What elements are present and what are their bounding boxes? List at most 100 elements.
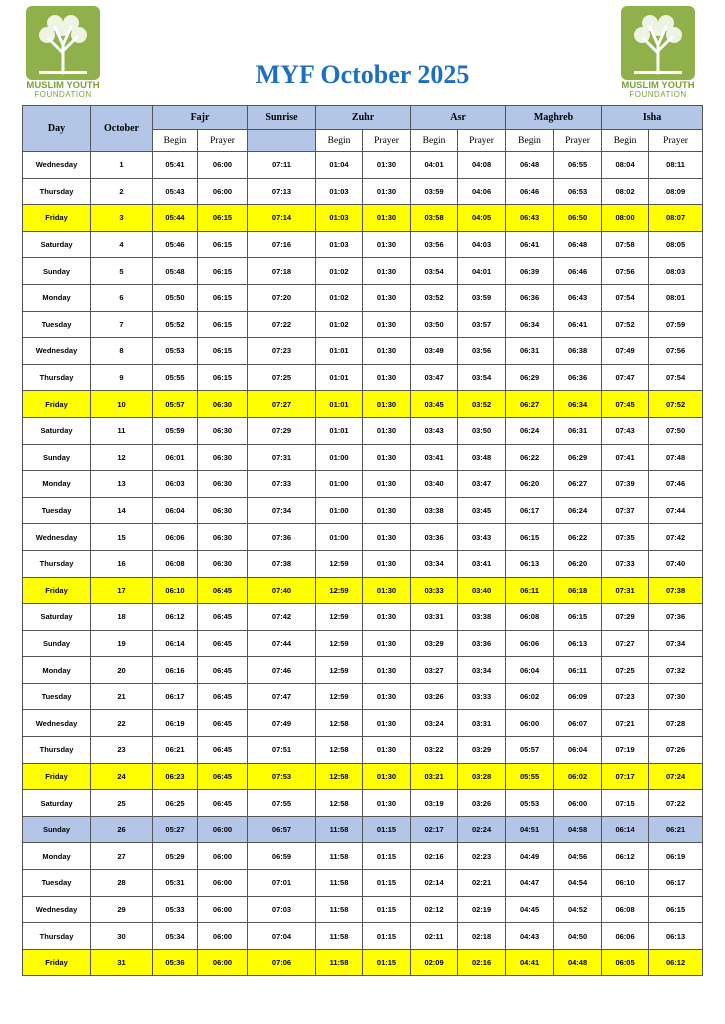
time-cell: 07:38 bbox=[247, 549, 317, 578]
time-cell: 05:46 bbox=[152, 230, 198, 259]
time-cell: 05:59 bbox=[152, 416, 198, 445]
table-row: Wednesday 29 05:33 06:00 07:03 11:58 01:15 02:1… bbox=[22, 895, 704, 924]
time-cell: 06:12 bbox=[601, 842, 650, 871]
time-cell: 07:58 bbox=[601, 230, 650, 259]
time-cell: 04:56 bbox=[553, 842, 603, 871]
day-cell: Saturday bbox=[22, 789, 91, 817]
time-cell: 03:43 bbox=[410, 416, 459, 445]
time-cell: 02:23 bbox=[457, 842, 507, 871]
time-cell: 04:48 bbox=[553, 948, 603, 977]
time-cell: 03:59 bbox=[410, 177, 459, 206]
time-cell: 06:21 bbox=[152, 736, 198, 764]
time-cell: 07:33 bbox=[247, 470, 317, 498]
time-cell: 05:48 bbox=[152, 257, 198, 285]
day-cell: Monday bbox=[22, 842, 91, 871]
time-cell: 02:21 bbox=[457, 869, 507, 897]
day-cell: Thursday bbox=[22, 549, 91, 578]
time-cell: 06:55 bbox=[553, 151, 603, 179]
date-cell: 18 bbox=[90, 603, 153, 631]
time-cell: 02:17 bbox=[410, 815, 459, 844]
time-cell: 01:01 bbox=[315, 390, 364, 418]
time-cell: 06:24 bbox=[553, 496, 603, 525]
time-cell: 07:46 bbox=[247, 656, 317, 684]
time-cell: 07:23 bbox=[247, 337, 317, 365]
day-cell: Monday bbox=[22, 656, 91, 684]
day-cell: Friday bbox=[22, 576, 91, 605]
time-cell: 06:24 bbox=[505, 416, 555, 445]
table-row: Saturday 11 05:59 06:30 07:29 01:01 01:30 03:43… bbox=[22, 416, 704, 445]
date-cell: 16 bbox=[90, 549, 153, 578]
time-cell: 03:38 bbox=[457, 603, 507, 631]
date-cell: 21 bbox=[90, 682, 153, 711]
day-cell: Sunday bbox=[22, 815, 91, 844]
time-cell: 07:21 bbox=[601, 709, 650, 738]
table-row: Saturday 4 05:46 06:15 07:16 01:03 01:30 03:56 0… bbox=[22, 230, 704, 259]
table-row: Tuesday 21 06:17 06:45 07:47 12:59 01:30 03:26 0… bbox=[22, 682, 704, 711]
table-row: Sunday 19 06:14 06:45 07:44 12:59 01:30 03:29 03… bbox=[22, 629, 704, 658]
time-cell: 06:21 bbox=[648, 815, 704, 844]
table-row: Thursday 2 05:43 06:00 07:13 01:03 01:30 03:59 0… bbox=[22, 177, 704, 206]
time-cell: 06:30 bbox=[196, 443, 249, 472]
time-cell: 06:12 bbox=[152, 603, 198, 631]
time-cell: 03:26 bbox=[457, 789, 507, 817]
date-cell: 5 bbox=[90, 257, 153, 285]
table-row: Wednesday 1 05:41 06:00 07:11 01:04 01:30 04:01… bbox=[22, 151, 704, 179]
time-cell: 04:05 bbox=[457, 204, 507, 232]
time-cell: 03:56 bbox=[457, 337, 507, 365]
time-cell: 03:22 bbox=[410, 736, 459, 764]
date-cell: 20 bbox=[90, 656, 153, 684]
time-cell: 03:36 bbox=[457, 629, 507, 658]
sub-header: Prayer bbox=[457, 129, 507, 152]
time-cell: 06:39 bbox=[505, 257, 555, 285]
table-row: Tuesday 14 06:04 06:30 07:34 01:00 01:30 03:38 0… bbox=[22, 496, 704, 525]
time-cell: 06:20 bbox=[553, 549, 603, 578]
time-cell: 06:46 bbox=[553, 257, 603, 285]
table-row: Monday 20 06:16 06:45 07:46 12:59 01:30 03:27 03… bbox=[22, 656, 704, 684]
time-cell: 07:35 bbox=[601, 523, 650, 551]
time-cell: 06:14 bbox=[601, 815, 650, 844]
time-cell: 07:23 bbox=[601, 682, 650, 711]
time-cell: 06:08 bbox=[152, 549, 198, 578]
day-cell: Wednesday bbox=[22, 337, 91, 365]
time-cell: 04:52 bbox=[553, 895, 603, 924]
column-header: Maghreb bbox=[505, 105, 603, 130]
time-cell: 07:30 bbox=[648, 682, 704, 711]
day-cell: Tuesday bbox=[22, 310, 91, 339]
time-cell: 01:30 bbox=[362, 629, 412, 658]
header-cell bbox=[247, 129, 317, 152]
time-cell: 04:03 bbox=[457, 230, 507, 259]
time-cell: 03:38 bbox=[410, 496, 459, 525]
time-cell: 07:40 bbox=[648, 549, 704, 578]
day-cell: Thursday bbox=[22, 736, 91, 764]
date-cell: 25 bbox=[90, 789, 153, 817]
date-cell: 3 bbox=[90, 204, 153, 232]
time-cell: 06:41 bbox=[505, 230, 555, 259]
time-cell: 06:30 bbox=[196, 549, 249, 578]
time-cell: 01:01 bbox=[315, 416, 364, 445]
time-cell: 01:30 bbox=[362, 204, 412, 232]
time-cell: 01:30 bbox=[362, 283, 412, 312]
time-cell: 07:34 bbox=[247, 496, 317, 525]
time-cell: 01:00 bbox=[315, 470, 364, 498]
date-cell: 1 bbox=[90, 151, 153, 179]
time-cell: 01:15 bbox=[362, 815, 412, 844]
time-cell: 07:53 bbox=[247, 762, 317, 791]
time-cell: 05:27 bbox=[152, 815, 198, 844]
time-cell: 06:38 bbox=[553, 337, 603, 365]
time-cell: 03:31 bbox=[457, 709, 507, 738]
time-cell: 07:32 bbox=[648, 656, 704, 684]
time-cell: 11:58 bbox=[315, 948, 364, 977]
table-row: Monday 6 05:50 06:15 07:20 01:02 01:30 03:52 03:… bbox=[22, 283, 704, 312]
time-cell: 06:06 bbox=[505, 629, 555, 658]
time-cell: 07:34 bbox=[648, 629, 704, 658]
time-cell: 07:16 bbox=[247, 230, 317, 259]
time-cell: 12:59 bbox=[315, 576, 364, 605]
table-row: Wednesday 22 06:19 06:45 07:49 12:58 01:30 03:2… bbox=[22, 709, 704, 738]
time-cell: 06:00 bbox=[196, 815, 249, 844]
day-cell: Sunday bbox=[22, 629, 91, 658]
time-cell: 07:45 bbox=[601, 390, 650, 418]
time-cell: 06:30 bbox=[196, 470, 249, 498]
time-cell: 02:12 bbox=[410, 895, 459, 924]
time-cell: 07:41 bbox=[601, 443, 650, 472]
time-cell: 05:57 bbox=[152, 390, 198, 418]
